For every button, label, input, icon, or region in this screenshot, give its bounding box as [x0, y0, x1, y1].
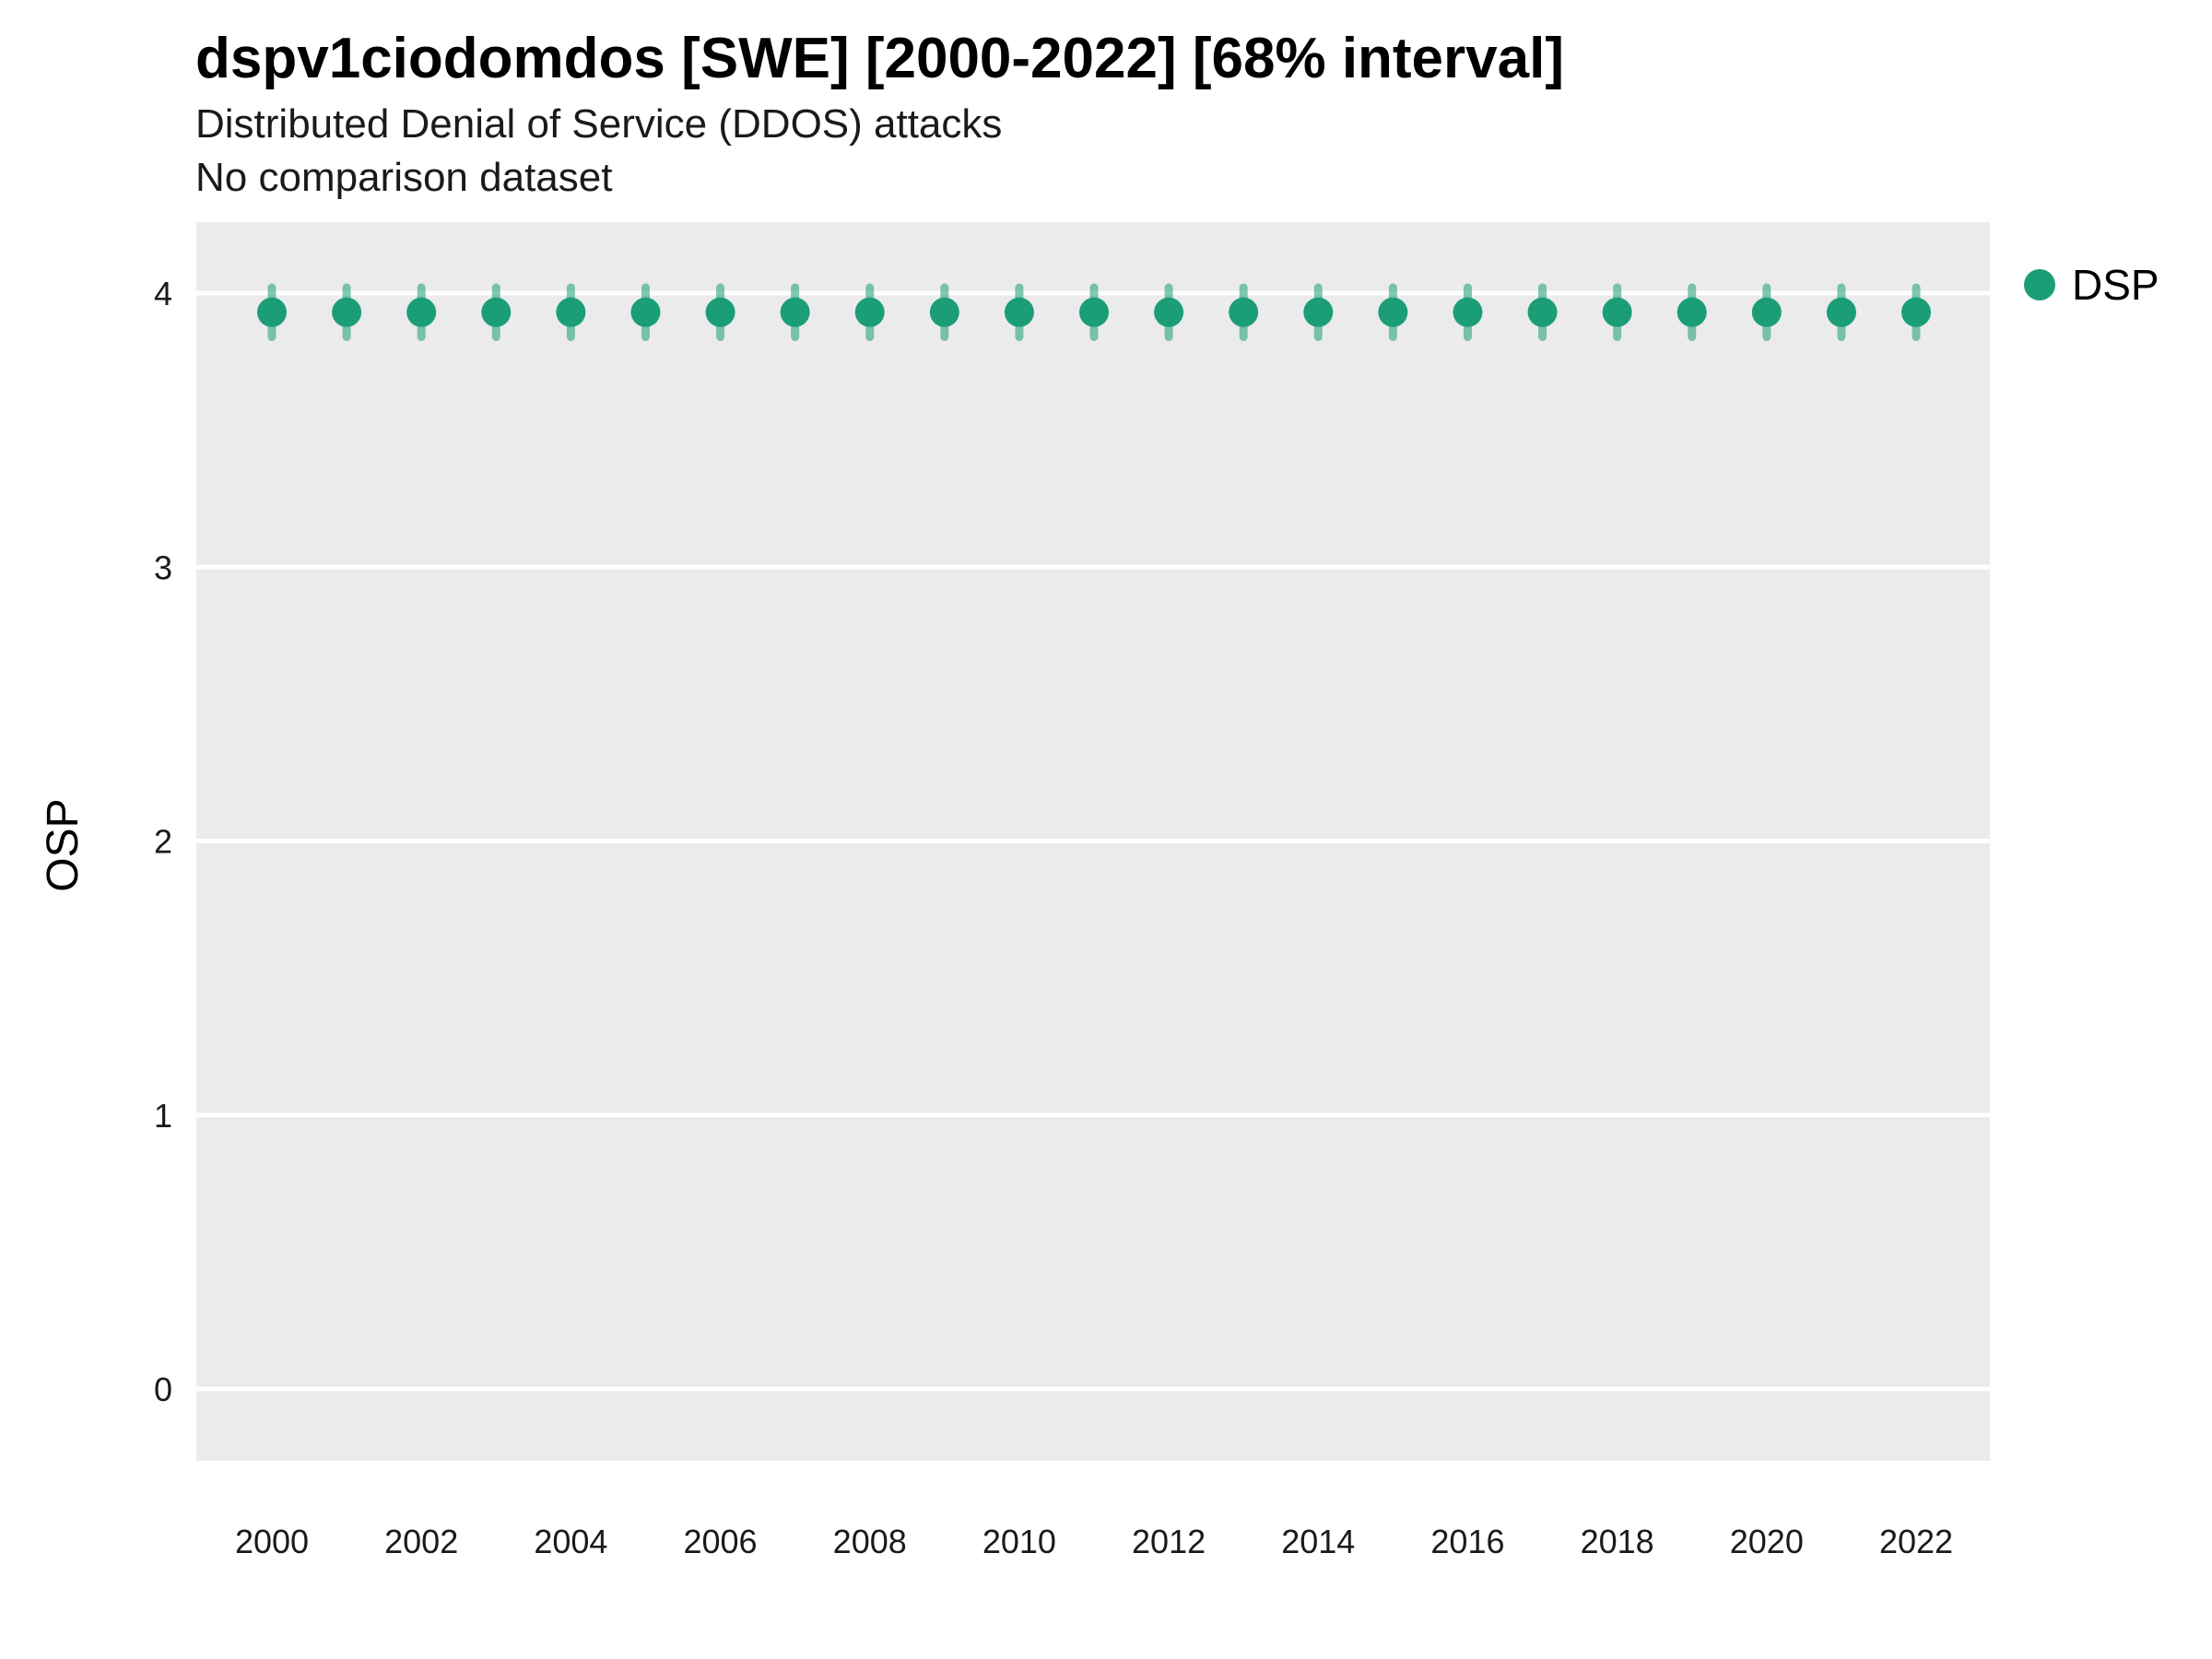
data-point [854, 297, 885, 327]
data-point [929, 297, 959, 327]
data-point [1901, 297, 1931, 327]
data-point [780, 297, 810, 327]
data-point [332, 297, 362, 327]
x-tick-label-2016: 2016 [1430, 1523, 1504, 1560]
data-point [556, 297, 586, 327]
legend-label-dsp: DSP [2072, 261, 2159, 309]
data-point [257, 297, 287, 327]
data-point [1154, 297, 1184, 327]
data-point [1303, 297, 1334, 327]
data-point [1229, 297, 1259, 327]
data-point [1378, 297, 1408, 327]
data-point [1079, 297, 1109, 327]
data-point [1527, 297, 1558, 327]
y-tick-label-4: 4 [154, 275, 172, 312]
data-point [1677, 297, 1707, 327]
data-point [630, 297, 661, 327]
x-tick-label-2008: 2008 [833, 1523, 907, 1560]
y-tick-label-2: 2 [154, 823, 172, 861]
chart-comparison-note: No comparison dataset [195, 155, 613, 200]
data-point [1826, 297, 1856, 327]
data-point [705, 297, 735, 327]
data-point [1004, 297, 1034, 327]
x-tick-label-2010: 2010 [982, 1523, 1056, 1560]
legend-dot-dsp [2024, 269, 2055, 300]
data-point [1751, 297, 1782, 327]
x-tick-label-2002: 2002 [384, 1523, 458, 1560]
y-tick-label-3: 3 [154, 548, 172, 586]
x-tick-label-2018: 2018 [1581, 1523, 1654, 1560]
chart-title: dspv1ciodomdos [SWE] [2000-2022] [68% in… [195, 27, 1565, 90]
chart-subtitle: Distributed Denial of Service (DDOS) att… [195, 101, 1003, 147]
x-tick-label-2004: 2004 [534, 1523, 607, 1560]
data-point [481, 297, 512, 327]
x-tick-label-2012: 2012 [1132, 1523, 1206, 1560]
x-tick-label-2006: 2006 [683, 1523, 757, 1560]
x-tick-label-2020: 2020 [1730, 1523, 1804, 1560]
data-point [406, 297, 437, 327]
data-point [1602, 297, 1632, 327]
x-tick-label-2014: 2014 [1281, 1523, 1355, 1560]
x-tick-label-2022: 2022 [1879, 1523, 1953, 1560]
legend: DSP [2024, 260, 2159, 310]
x-tick-label-2000: 2000 [235, 1523, 309, 1560]
y-tick-label-0: 0 [154, 1371, 172, 1408]
data-point [1453, 297, 1483, 327]
y-tick-label-1: 1 [154, 1097, 172, 1135]
